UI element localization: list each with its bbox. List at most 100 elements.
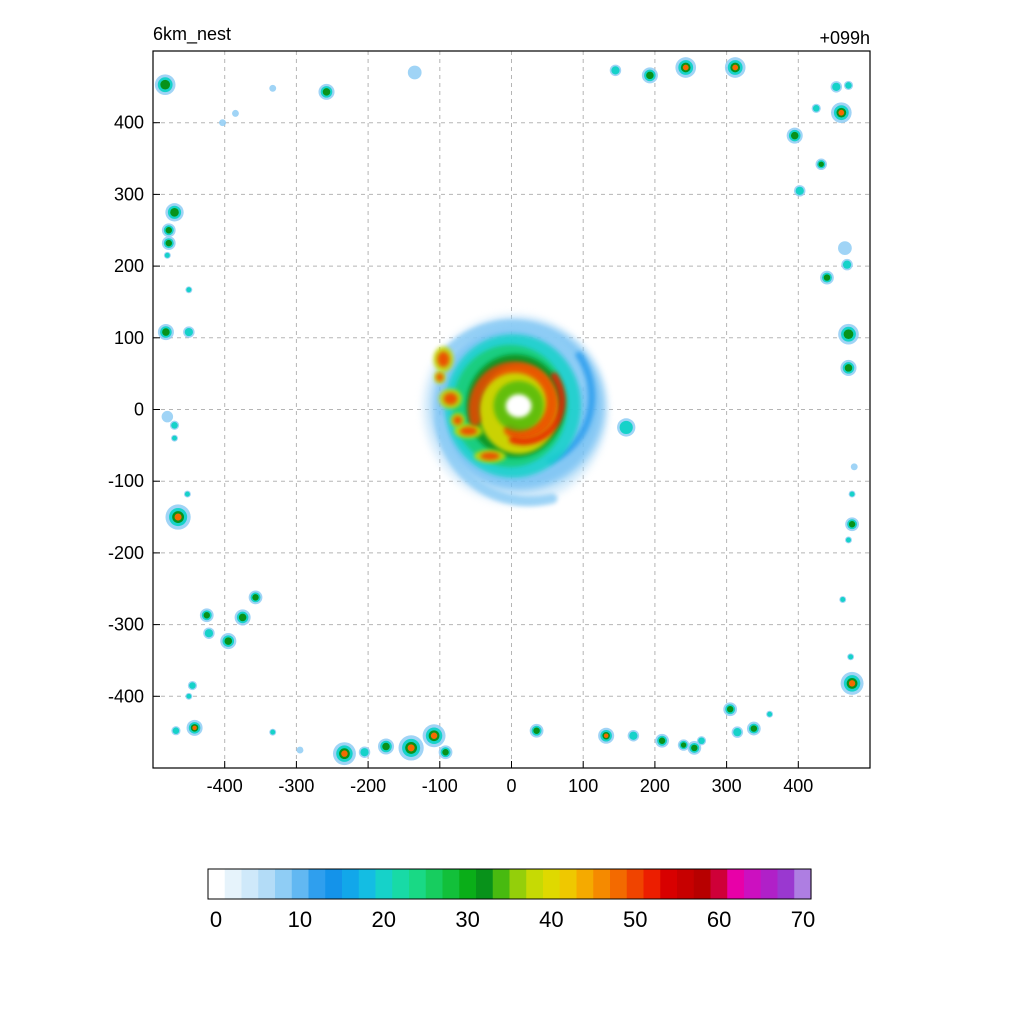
y-axis: 400 300 200 100 0 -100 -200 -300 -400 (108, 113, 160, 706)
convective-cell (675, 57, 697, 78)
convective-cell (627, 729, 640, 742)
colorbar-swatch (744, 869, 762, 899)
x-tick-label: 400 (783, 776, 813, 796)
y-tick-label: -200 (108, 543, 144, 563)
chart-title-left: 6km_nest (153, 24, 231, 45)
convective-cell (332, 742, 356, 766)
colorbar-tick-label: 0 (210, 907, 222, 932)
colorbar-swatch (492, 869, 511, 899)
convective-cell (220, 633, 237, 650)
convective-cell (185, 286, 193, 294)
convective-cell (165, 203, 184, 222)
convective-cell (786, 127, 803, 144)
convective-cell (234, 609, 251, 626)
colorbar-swatch (392, 869, 410, 899)
x-tick-label: -400 (207, 776, 243, 796)
convective-cell (609, 64, 622, 77)
storm-reflectivity (422, 315, 608, 507)
convective-cell (724, 57, 746, 78)
convective-cells (154, 57, 864, 766)
convective-cell (358, 746, 371, 758)
colorbar-tick-label: 40 (539, 907, 563, 932)
colorbar-swatch (425, 869, 444, 899)
convective-cell (598, 727, 615, 744)
colorbar-swatch (241, 869, 259, 899)
west-convective-core (437, 351, 450, 368)
west-convective-core (459, 426, 478, 436)
west-convective-core (453, 415, 463, 425)
x-tick-label: 100 (568, 776, 598, 796)
colorbar-swatch (576, 869, 594, 899)
convective-cell (269, 84, 277, 92)
convective-cell (815, 158, 827, 171)
convective-cell (183, 490, 191, 498)
x-axis: -400 -300 -200 -100 0 100 200 300 400 (207, 761, 813, 796)
west-convective-core (443, 392, 458, 405)
colorbar-swatch (543, 869, 561, 899)
convective-cell (183, 326, 195, 338)
colorbar-swatch (409, 869, 427, 899)
y-tick-label: 400 (114, 113, 144, 133)
convective-cell (641, 67, 658, 84)
west-convective-core (436, 373, 444, 382)
convective-cell (199, 608, 214, 623)
convective-cell (154, 74, 176, 96)
plot-area: -400 -300 -200 -100 0 100 200 300 400 400 300 200 1… (108, 50, 871, 796)
colorbar: 0 10 20 30 40 50 60 70 (207, 868, 815, 932)
x-tick-label: -300 (278, 776, 314, 796)
convective-cell (171, 434, 178, 442)
convective-cell (165, 504, 191, 530)
colorbar-tick-label: 70 (791, 907, 815, 932)
eyewall-red-arc (468, 361, 558, 440)
convective-cell (186, 719, 203, 736)
colorbar-swatch (208, 869, 226, 899)
outer-rainband-east (546, 351, 596, 465)
convective-cell (169, 420, 180, 430)
colorbar-swatch (794, 869, 812, 899)
convective-cell (839, 596, 847, 603)
colorbar-swatch (476, 869, 494, 899)
convective-cell (841, 258, 853, 271)
colorbar-swatch (693, 869, 712, 899)
convective-cell (617, 418, 636, 437)
convective-cell (830, 81, 843, 93)
colorbar-swatch (559, 869, 578, 899)
colorbar-tick-label: 10 (288, 907, 312, 932)
y-tick-label: -400 (108, 686, 144, 706)
convective-cell (840, 359, 857, 376)
convective-cell (687, 741, 702, 755)
colorbar-frame (207, 868, 812, 900)
convective-cell (161, 223, 176, 238)
convective-cell (398, 735, 424, 761)
colorbar-swatch (593, 869, 611, 899)
colorbar-swatch (358, 869, 377, 899)
convective-cell (840, 671, 864, 695)
colorbar-swatch (710, 869, 728, 899)
convective-cell (811, 103, 821, 113)
colorbar-swatch (626, 869, 645, 899)
colorbar-swatch (677, 869, 695, 899)
storm-eye (505, 394, 532, 418)
convective-cell (203, 627, 215, 639)
convective-cell (171, 726, 181, 736)
convective-cell (296, 746, 304, 754)
colorbar-swatch (442, 869, 460, 899)
colorbar-tick-label: 60 (707, 907, 731, 932)
outer-rainband-south (435, 414, 558, 507)
convective-cell (847, 653, 855, 661)
colorbar-swatch (224, 869, 243, 899)
convective-cell (838, 323, 859, 345)
colorbar-swatch (760, 869, 779, 899)
convective-cell (248, 590, 263, 605)
convective-cell (187, 680, 198, 691)
y-tick-label: 100 (114, 328, 144, 348)
colorbar-swatch (777, 869, 795, 899)
eyewall-outer-arc (509, 372, 566, 446)
colorbar-swatch (459, 869, 477, 899)
colorbar-swatch (509, 869, 527, 899)
colorbar-swatch (308, 869, 326, 899)
colorbar-swatch (275, 869, 293, 899)
x-tick-label: -200 (350, 776, 386, 796)
x-tick-label: 200 (640, 776, 670, 796)
